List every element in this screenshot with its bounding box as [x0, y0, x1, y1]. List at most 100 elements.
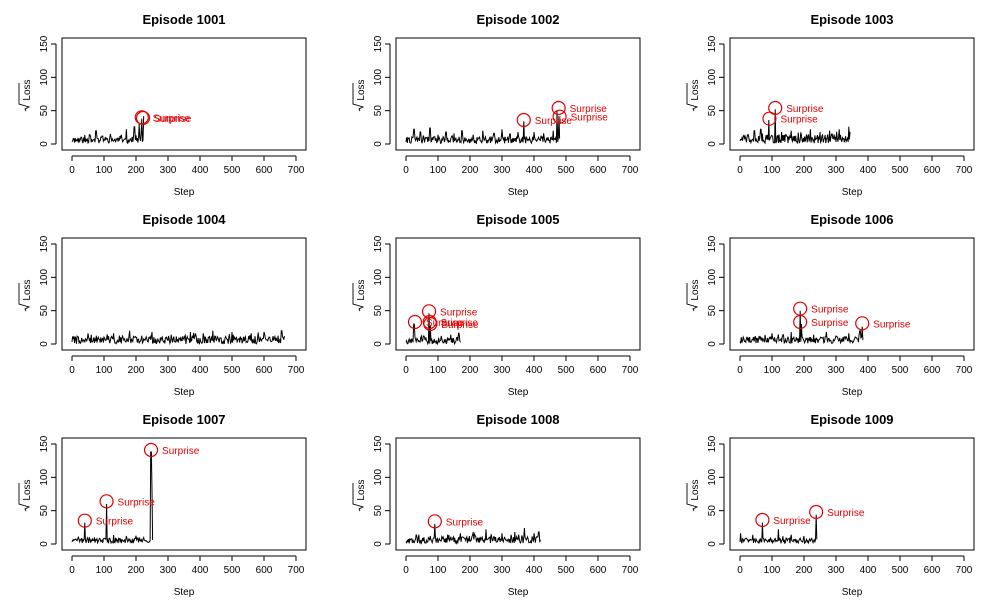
x-tick-label: 700	[288, 365, 305, 376]
sqrt-symbol	[18, 283, 31, 312]
y-axis-label-text: Loss	[690, 479, 701, 500]
x-axis: 0 100 200 300 400 500 600 700	[737, 355, 973, 376]
chart-title: Episode 1008	[476, 412, 559, 427]
x-axis-label: Step	[174, 387, 195, 398]
sqrt-symbol	[352, 83, 365, 112]
x-tick-label: 200	[128, 565, 145, 576]
x-tick-label: 300	[160, 165, 177, 176]
surprise-label: Surprise	[535, 116, 573, 127]
surprise-marker	[77, 513, 92, 528]
plot-frame	[395, 37, 641, 151]
y-tick-label: 100	[707, 69, 718, 86]
surprise-annotation: Surprise	[768, 100, 824, 116]
chart-panel-1: Episode 1001 0 100 200 300 400 500 600 700 Step 0 5…	[18, 12, 307, 198]
y-tick-label: 150	[707, 435, 718, 452]
surprise-annotation: Surprise	[423, 316, 479, 332]
x-tick-label: 700	[622, 565, 639, 576]
y-tick-label: 50	[707, 105, 718, 117]
x-tick-label: 600	[590, 565, 607, 576]
x-tick-label: 600	[924, 165, 941, 176]
y-tick-label: 50	[707, 505, 718, 517]
y-axis-label-text: Loss	[22, 479, 33, 500]
x-tick-label: 500	[558, 365, 575, 376]
plot-frame	[729, 437, 975, 551]
x-axis: 0 100 200 300 400 500 600 700	[403, 155, 639, 176]
loss-series-line	[739, 514, 818, 545]
y-tick-label: 100	[39, 469, 50, 486]
surprise-label: Surprise	[96, 517, 134, 528]
y-tick-label: 0	[373, 141, 384, 147]
x-tick-label: 100	[96, 565, 113, 576]
surprise-label: Surprise	[571, 113, 609, 124]
surprise-label: Surprise	[441, 318, 479, 329]
y-axis: 0 50 100 150	[707, 235, 725, 347]
y-tick-label: 100	[707, 469, 718, 486]
y-tick-label: 150	[373, 35, 384, 52]
surprise-annotation: Surprise	[421, 304, 478, 319]
y-tick-label: 50	[39, 505, 50, 517]
surprise-label: Surprise	[118, 497, 156, 508]
y-tick-label: 150	[707, 235, 718, 252]
y-axis-label: Loss	[18, 79, 33, 112]
surprise-label: Surprise	[811, 318, 849, 329]
surprise-label: Surprise	[446, 517, 484, 528]
x-tick-label: 700	[622, 365, 639, 376]
x-tick-label: 200	[796, 165, 813, 176]
surprise-marker	[552, 109, 567, 124]
x-tick-label: 300	[494, 165, 511, 176]
x-tick-label: 400	[192, 365, 209, 376]
surprise-marker	[407, 314, 423, 330]
x-tick-label: 600	[256, 365, 273, 376]
y-axis-label-text: Loss	[22, 279, 33, 300]
x-tick-label: 500	[558, 565, 575, 576]
chart-title: Episode 1001	[142, 12, 225, 27]
y-axis-label: Loss	[686, 479, 701, 512]
surprise-label: Surprise	[773, 516, 811, 527]
surprise-annotation: Surprise	[552, 109, 609, 124]
y-tick-label: 100	[39, 69, 50, 86]
y-tick-label: 100	[373, 469, 384, 486]
loss-series-line	[405, 313, 461, 346]
x-axis: 0 100 200 300 400 500 600 700	[403, 555, 639, 576]
x-tick-label: 400	[526, 365, 543, 376]
x-tick-label: 400	[860, 165, 877, 176]
x-tick-label: 300	[160, 365, 177, 376]
chart-title: Episode 1005	[476, 212, 559, 227]
x-tick-label: 600	[924, 365, 941, 376]
x-axis-label: Step	[508, 587, 529, 598]
y-axis-label-text: Loss	[690, 279, 701, 300]
x-tick-label: 300	[160, 565, 177, 576]
surprise-annotation: Surprise	[755, 512, 811, 528]
y-tick-label: 150	[39, 435, 50, 452]
x-tick-label: 700	[956, 165, 973, 176]
y-tick-label: 0	[707, 141, 718, 147]
x-tick-label: 300	[828, 365, 845, 376]
x-tick-label: 0	[403, 365, 409, 376]
x-axis: 0 100 200 300 400 500 600 700	[737, 555, 973, 576]
plot-frame	[395, 237, 641, 351]
x-axis-label: Step	[174, 587, 195, 598]
surprise-annotation: Surprise	[516, 112, 573, 128]
loss-series-line	[71, 451, 154, 545]
x-axis: 0 100 200 300 400 500 600 700	[69, 355, 305, 376]
y-axis-label: Loss	[18, 479, 33, 512]
chart-panel-7: Episode 1007 0 100 200 300 400 500 600 700 Step 0 5…	[18, 412, 307, 598]
y-axis: 0 50 100 150	[373, 35, 391, 147]
x-tick-label: 0	[403, 165, 409, 176]
surprise-marker	[551, 100, 566, 116]
surprise-label: Surprise	[873, 319, 911, 330]
y-tick-label: 150	[39, 35, 50, 52]
x-tick-label: 200	[796, 565, 813, 576]
y-axis: 0 50 100 150	[39, 435, 57, 547]
chart-title: Episode 1007	[142, 412, 225, 427]
y-tick-label: 50	[373, 305, 384, 317]
loss-series-line	[739, 109, 851, 145]
x-tick-label: 200	[462, 565, 479, 576]
y-axis-label: Loss	[352, 279, 367, 312]
y-tick-label: 0	[39, 541, 50, 547]
x-tick-label: 400	[192, 165, 209, 176]
y-axis-label: Loss	[686, 279, 701, 312]
plot-frame	[61, 37, 307, 151]
surprise-marker	[755, 512, 770, 528]
